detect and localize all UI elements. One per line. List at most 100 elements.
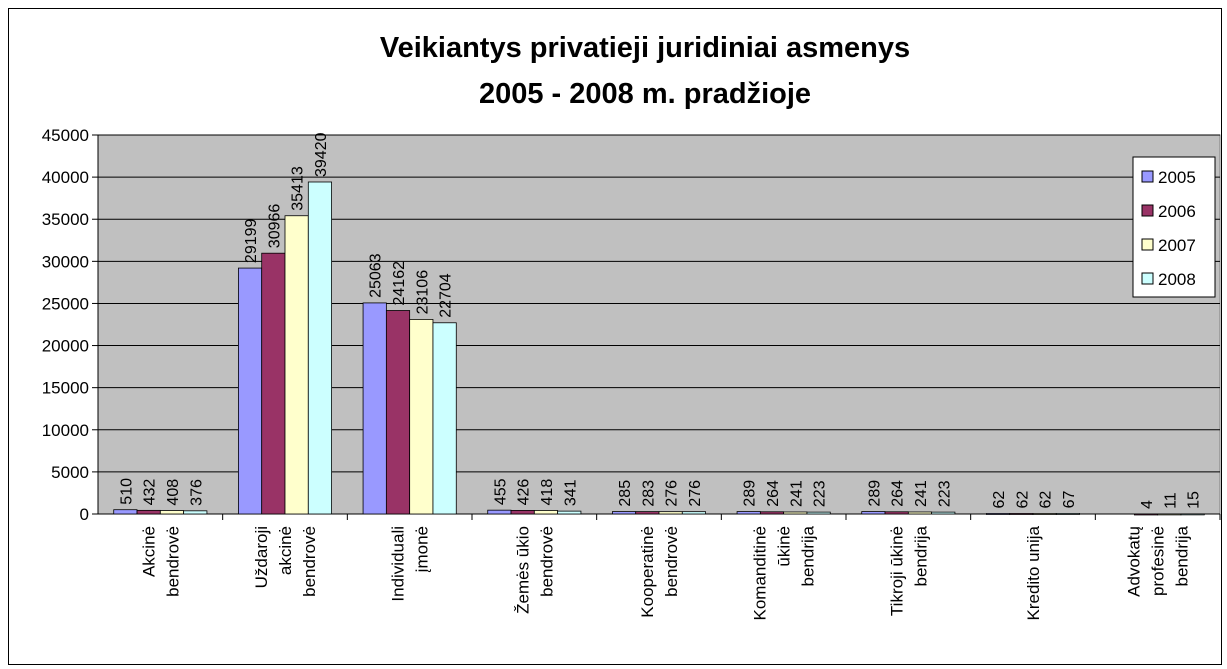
bar [806, 511, 831, 515]
bar [986, 513, 1011, 515]
value-label: 39420 [313, 132, 330, 177]
value-label: 223 [812, 480, 829, 507]
x-tick-label: bendrija [911, 525, 930, 586]
y-tick-label: 0 [80, 505, 89, 524]
value-label: 29199 [243, 218, 260, 263]
y-tick-label: 10000 [42, 421, 89, 440]
x-tick-label: įmonė [413, 526, 432, 572]
value-label: 241 [788, 480, 805, 507]
bar [159, 510, 185, 515]
x-tick-label: Žemės ūkio [513, 526, 532, 614]
bar [759, 511, 785, 515]
value-label: 455 [492, 478, 509, 505]
bar [510, 510, 535, 515]
x-tick-label: Kooperatinė [638, 526, 657, 618]
bar [385, 310, 411, 515]
value-label: 62 [1038, 491, 1055, 509]
value-label: 24162 [391, 261, 408, 306]
value-label: 11 [1162, 492, 1179, 509]
bar [1180, 513, 1205, 516]
chart-title: 2005 - 2008 m. pradžioje [479, 78, 811, 110]
bar [237, 267, 263, 515]
value-label: 285 [617, 480, 634, 507]
bar [1055, 513, 1081, 515]
value-label: 289 [742, 480, 759, 507]
value-label: 35413 [290, 166, 307, 211]
value-label: 22704 [438, 273, 455, 318]
bar [409, 318, 434, 515]
bar [635, 511, 660, 515]
bar [487, 509, 512, 515]
x-tick-label: bendrija [799, 525, 818, 586]
value-label: 276 [687, 480, 704, 507]
x-tick-label: akcinė [276, 526, 295, 575]
bar [907, 511, 933, 515]
legend-swatch [1141, 204, 1154, 217]
bar [1157, 513, 1182, 516]
x-tick-label: Komanditinė [751, 526, 770, 621]
y-tick-label: 35000 [42, 210, 89, 229]
bar [136, 509, 161, 515]
value-label: 30966 [266, 204, 283, 249]
value-label: 432 [142, 479, 159, 506]
bar [681, 511, 706, 515]
legend-swatch [1141, 238, 1154, 251]
value-label: 62 [1014, 491, 1031, 509]
legend-label: 2007 [1158, 236, 1196, 255]
bar [783, 511, 808, 515]
x-tick-label: Advokatų [1125, 526, 1144, 597]
value-label: 67 [1061, 491, 1078, 509]
value-label: 264 [765, 480, 782, 507]
x-tick-label: bendrovė [300, 526, 319, 597]
x-tick-label: Tikroji ūkinė [887, 526, 906, 616]
bar [284, 215, 309, 515]
x-tick-label: bendrija [1173, 525, 1192, 586]
y-tick-label: 40000 [42, 168, 89, 187]
bar [884, 511, 909, 515]
bar [861, 511, 886, 515]
value-label: 276 [664, 480, 681, 507]
chart-title: Veikiantys privatieji juridiniai asmenys [380, 32, 910, 64]
y-tick-label: 45000 [42, 126, 89, 145]
y-tick-label: 15000 [42, 379, 89, 398]
bar [931, 511, 956, 515]
bar [113, 509, 138, 515]
value-label: 283 [640, 480, 657, 507]
x-tick-label: bendrovė [662, 526, 681, 597]
x-tick-label: Individuali [389, 526, 408, 602]
x-tick-label: profesinė [1149, 526, 1168, 596]
value-label: 510 [118, 478, 135, 505]
legend-swatch [1141, 272, 1154, 285]
y-tick-label: 20000 [42, 337, 89, 356]
bar [183, 510, 208, 515]
y-tick-label: 30000 [42, 252, 89, 271]
y-tick-label: 25000 [42, 294, 89, 313]
bar [612, 511, 637, 515]
x-tick-label: Kredito unija [1024, 525, 1043, 620]
value-label: 341 [562, 479, 579, 506]
value-label: 418 [539, 479, 556, 506]
x-tick-label: Akcinė [139, 526, 158, 577]
bar [261, 252, 286, 515]
bar [557, 510, 582, 515]
legend-swatch [1141, 170, 1154, 183]
value-label: 241 [913, 480, 930, 507]
bar [736, 511, 761, 515]
bar [432, 322, 457, 515]
bar [658, 511, 683, 515]
value-label: 23106 [414, 270, 431, 315]
legend-label: 2008 [1158, 270, 1196, 289]
x-tick-label: bendrovė [537, 526, 556, 597]
value-label: 15 [1186, 491, 1203, 509]
x-tick-label: Uždaroji [252, 526, 271, 588]
x-tick-label: ūkinė [775, 526, 794, 567]
bar [1009, 513, 1034, 515]
x-tick-label: bendrovė [163, 526, 182, 597]
value-label: 25063 [368, 253, 385, 298]
bar [1032, 513, 1057, 515]
value-label: 264 [890, 480, 907, 507]
value-label: 408 [165, 479, 182, 506]
bar [362, 302, 387, 515]
value-label: 4 [1139, 500, 1156, 509]
